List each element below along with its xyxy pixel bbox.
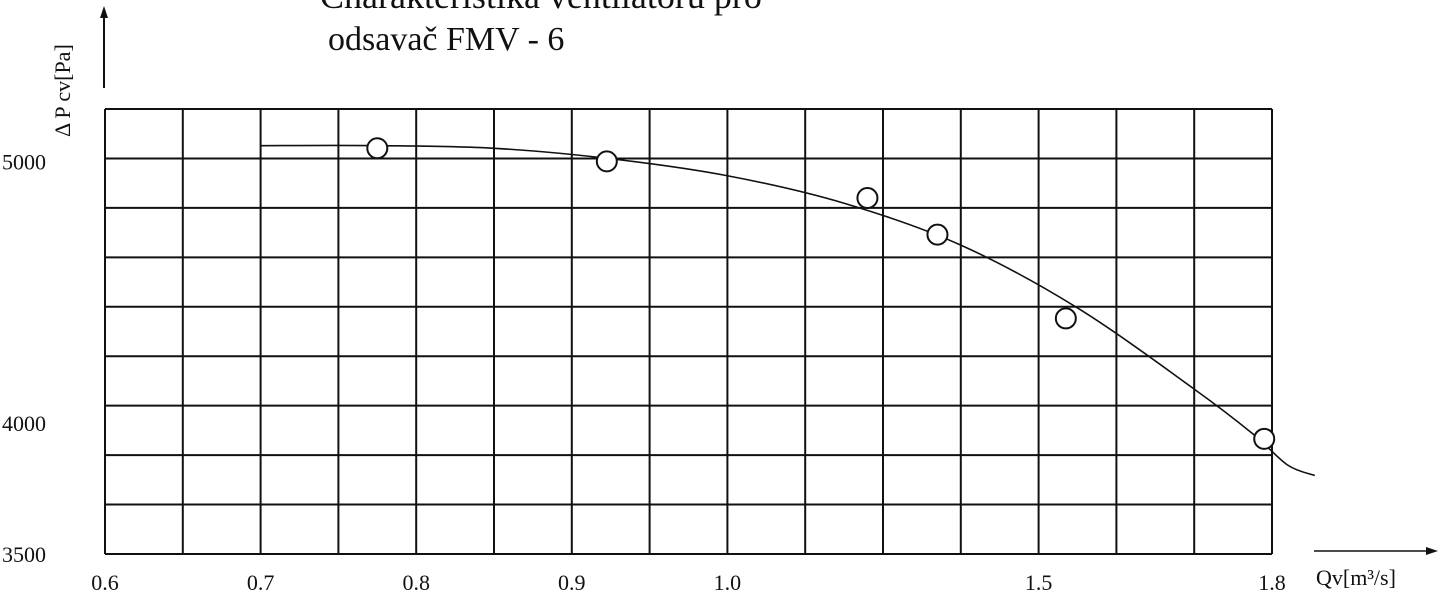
x-tick-label: 1.0 bbox=[714, 570, 742, 595]
chart-title-line-2: odsavač FMV - 6 bbox=[328, 21, 564, 58]
data-point bbox=[856, 187, 879, 209]
x-axis-label: Qv[m³/s] bbox=[1316, 565, 1396, 590]
curve-layer bbox=[260, 144, 1316, 477]
x-tick-label: 0.9 bbox=[558, 570, 586, 595]
fitted-curve bbox=[260, 144, 1316, 477]
y-axis-arrow-head bbox=[100, 6, 108, 18]
data-point bbox=[926, 223, 949, 246]
data-point bbox=[1253, 427, 1276, 450]
y-tick-label: 5000 bbox=[2, 149, 46, 174]
x-tick-label: 1.5 bbox=[1025, 570, 1053, 595]
y-tick-label: 4000 bbox=[2, 411, 46, 436]
y-axis-label: Δ P cv[Pa] bbox=[50, 44, 75, 137]
y-tick-labels: 5000 4000 3500 bbox=[2, 149, 46, 567]
data-point bbox=[1054, 307, 1077, 330]
data-point bbox=[595, 150, 618, 173]
grid-layer bbox=[104, 108, 1273, 555]
x-tick-label: 0.7 bbox=[247, 570, 275, 595]
x-tick-label: 0.8 bbox=[402, 570, 430, 595]
x-tick-labels: 0.6 0.7 0.8 0.9 1.0 1.5 1.8 bbox=[91, 570, 1286, 595]
y-tick-label: 3500 bbox=[2, 542, 46, 567]
x-tick-label: 0.6 bbox=[91, 570, 119, 595]
data-point bbox=[366, 137, 389, 160]
chart-title-line-1: Charakteristika ventilatoru pro bbox=[320, 0, 762, 16]
x-tick-label: 1.8 bbox=[1258, 570, 1286, 595]
x-axis-arrow-head bbox=[1426, 547, 1438, 555]
points-layer bbox=[366, 137, 1276, 450]
